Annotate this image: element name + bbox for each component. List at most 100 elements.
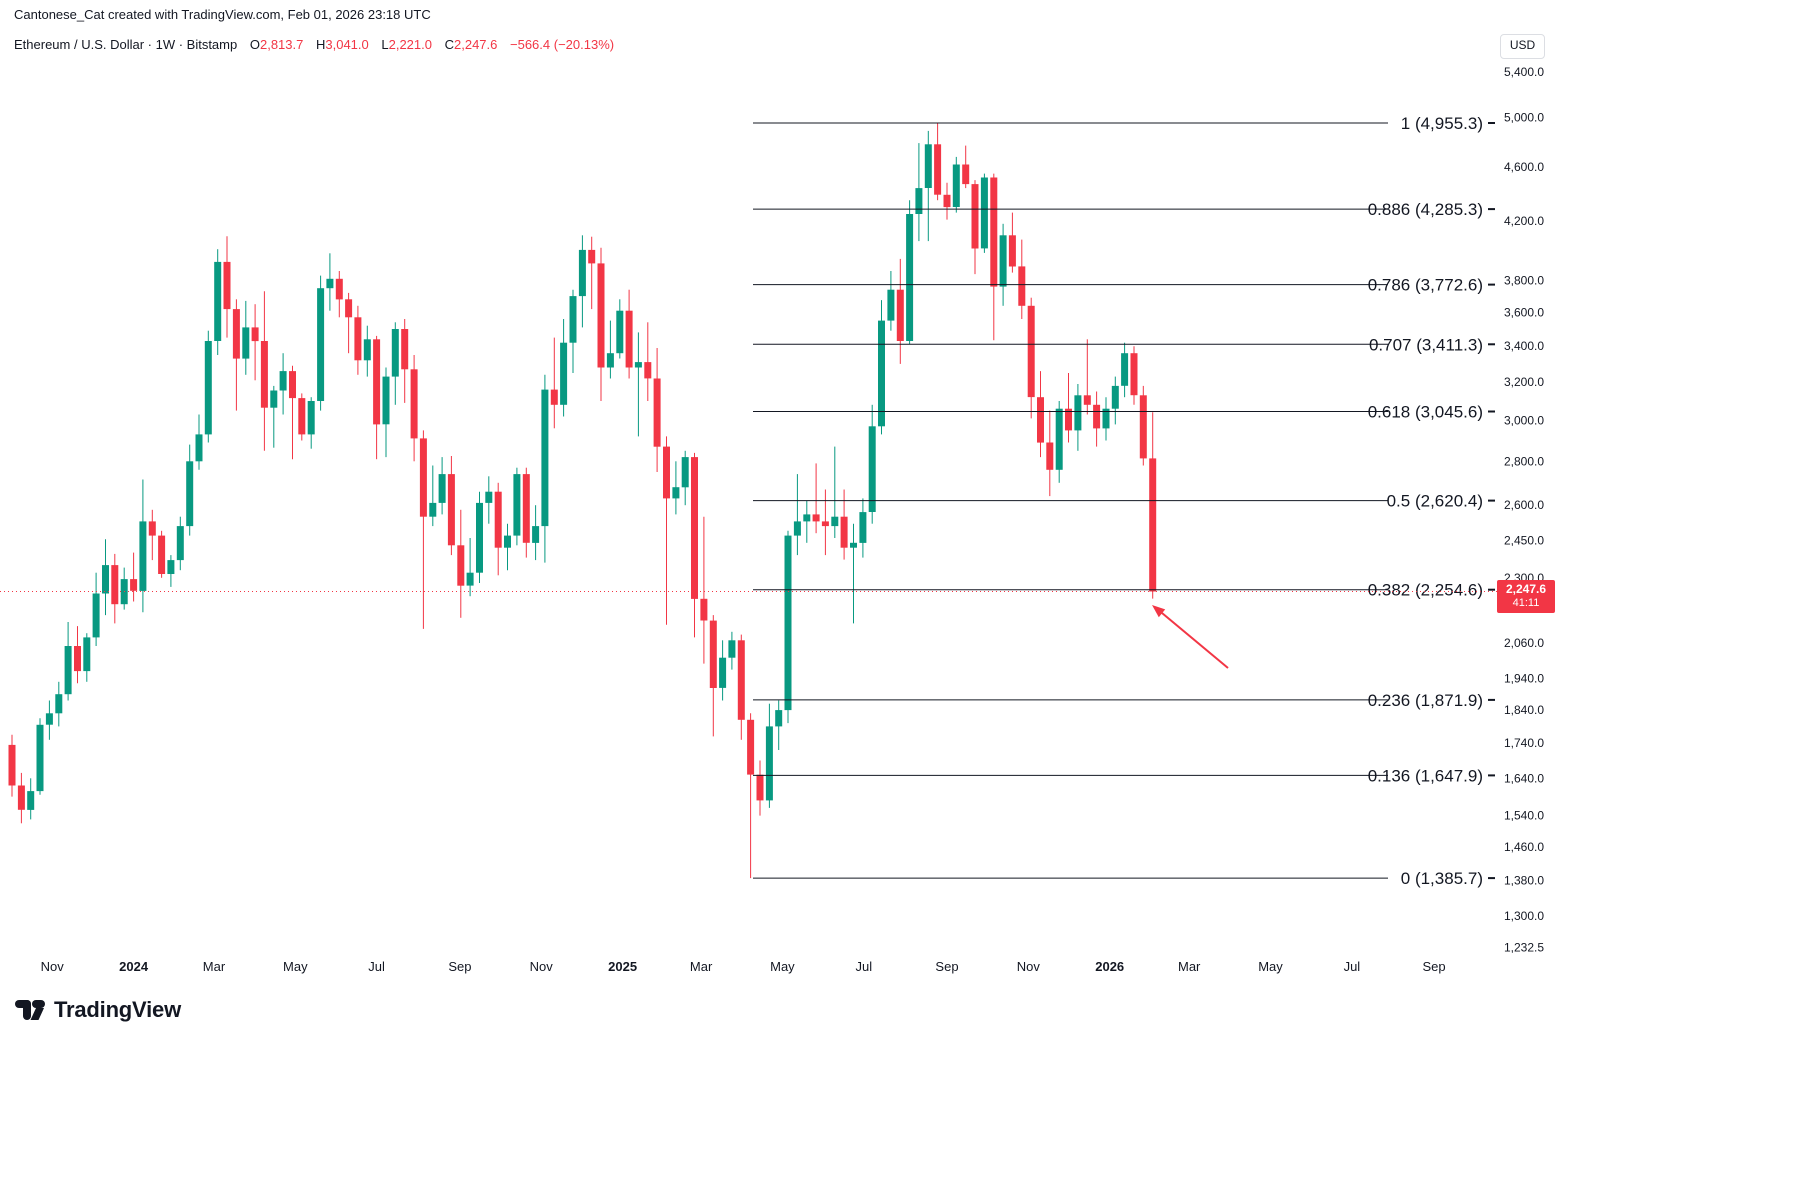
candle-body [382,376,390,425]
candle-body [999,235,1007,287]
candle-body [1018,266,1026,306]
candle-body [83,637,91,672]
candle-body [887,289,895,321]
candle-body [803,514,811,522]
candle-body [691,457,698,599]
price-axis-label: 3,400.0 [1504,339,1544,353]
candle-body [111,565,119,605]
candle-body [906,214,914,341]
candle-body [391,329,399,377]
candle-body [634,362,642,368]
candle-body [971,184,979,249]
candle-body [1055,408,1063,470]
candle-body [326,278,334,289]
candle-body [1111,385,1119,409]
candle-body [532,526,540,543]
candle-body [1074,395,1082,431]
last-price-badge: 2,247.6 41:11 [1497,580,1555,613]
candle-body [36,724,44,792]
candle-body [317,288,325,401]
candle-body [242,327,250,359]
candle-body [1130,353,1138,396]
fib-level-label: 1 (4,955.3) [1401,114,1483,133]
candle-body [522,474,530,543]
candle-body [466,572,474,586]
candle-body [55,694,63,714]
price-axis-label: 3,600.0 [1504,305,1544,319]
ohlc-close: C2,247.6 [445,37,498,52]
candle-body [8,744,16,786]
price-axis-label: 3,800.0 [1504,273,1544,287]
candle-body [345,299,353,318]
time-axis-label: Mar [690,959,713,974]
fib-level-label: 0 (1,385.7) [1401,869,1483,888]
time-axis-label: Sep [935,959,958,974]
price-axis-label: 1,232.5 [1504,941,1544,955]
ohlc-change: −566.4 (−20.13%) [510,37,615,52]
chart-legend[interactable]: Ethereum / U.S. Dollar · 1W · Bitstamp O… [14,37,623,52]
candle-body [812,514,820,522]
ohlc-low: L2,221.0 [381,37,432,52]
candle-body [915,188,923,214]
time-axis-label: Sep [1423,959,1446,974]
logo-bar-seven-leg [30,1008,44,1020]
candle-body [831,516,839,527]
candle-body [1093,404,1101,429]
candle-body [1065,408,1072,431]
candle-body [139,521,147,591]
candle-body [513,474,521,536]
price-axis-label: 4,200.0 [1504,214,1544,228]
time-axis-label: Nov [530,959,554,974]
candle-body [251,327,259,342]
candle-body [728,640,736,658]
candle-body [560,342,568,405]
time-axis-label: 2026 [1095,959,1124,974]
candle-body [17,785,25,810]
candle-body [494,491,502,548]
tradingview-logo-text: TradingView [54,997,181,1022]
candle-body [896,289,904,341]
candle-body [27,791,35,810]
fib-level-label: 0.5 (2,620.4) [1387,492,1483,511]
candle-body [672,487,680,499]
open-value: 2,813.7 [259,37,304,52]
time-axis-label: Mar [1178,959,1201,974]
price-axis-label: 2,060.0 [1504,636,1544,650]
candle-body [214,261,222,341]
low-value: 2,221.0 [388,37,432,52]
candle-body [1149,458,1157,592]
candle-body [793,521,801,536]
time-axis-label: May [283,959,308,974]
bar-countdown: 41:11 [1512,597,1540,609]
candle-body [821,521,829,527]
candle-body [962,164,970,185]
time-axis-label: Jul [855,959,872,974]
chart-pane[interactable]: 1 (4,955.3) 0.886 (4,285.3) 0.786 (3,772.6… [0,0,1560,990]
candle-body [980,177,988,249]
candle-body [354,317,362,361]
candle-body [148,521,156,536]
candle-body [232,309,240,359]
price-axis-label: 1,640.0 [1504,771,1544,785]
candle-body [102,565,109,594]
annotation-arrow [1161,612,1229,669]
candle-body [868,426,876,512]
candle-body [401,329,409,370]
candle-body [64,646,72,695]
candle-body [597,263,605,368]
fib-level-label: 0.707 (3,411.3) [1369,335,1483,354]
candle-body [606,353,614,368]
candle-body [681,457,689,488]
candle-body [223,261,231,310]
ohlc-high: H3,041.0 [316,37,369,52]
annotation-arrowhead [1152,605,1166,618]
price-axis-label: 2,600.0 [1504,498,1544,512]
candle-body [934,144,942,195]
currency-toggle-button[interactable]: USD [1500,34,1545,59]
tradingview-logo[interactable]: TradingView [14,996,181,1024]
price-axis-label: 2,450.0 [1504,533,1544,547]
candle-body [850,542,857,548]
price-axis-label: 1,540.0 [1504,809,1544,823]
symbol-title: Ethereum / U.S. Dollar · 1W · Bitstamp [14,37,238,52]
candle-body [74,646,81,672]
